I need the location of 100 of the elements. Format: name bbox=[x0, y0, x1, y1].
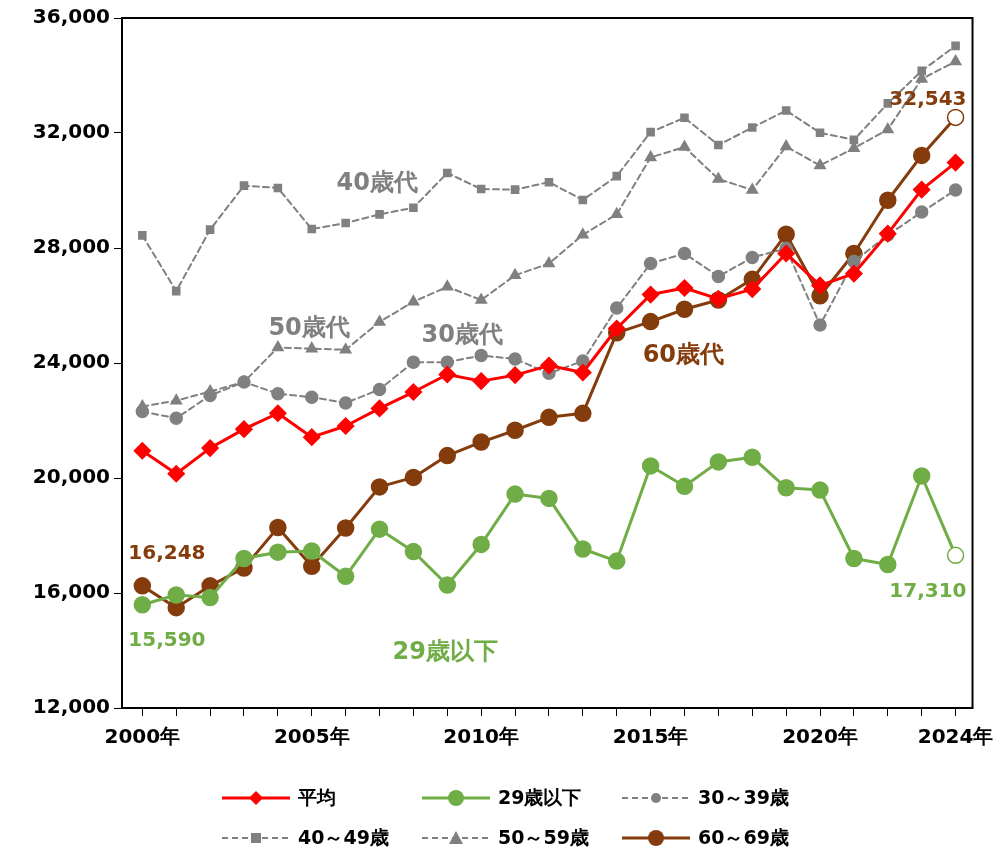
point bbox=[269, 404, 287, 423]
annotation: 40歳代 bbox=[336, 167, 418, 196]
point bbox=[404, 468, 423, 487]
y-tick-label: 24,000 bbox=[32, 349, 110, 374]
point bbox=[815, 128, 825, 137]
point bbox=[641, 285, 660, 304]
point bbox=[946, 153, 965, 172]
point bbox=[607, 552, 626, 570]
point bbox=[917, 66, 926, 76]
point bbox=[438, 576, 457, 594]
point bbox=[441, 280, 454, 291]
point bbox=[574, 540, 592, 558]
point bbox=[879, 224, 897, 243]
annotation: 29歳以下 bbox=[392, 637, 498, 666]
point bbox=[133, 577, 152, 595]
point bbox=[443, 168, 452, 178]
x-tick-label: 2020年 bbox=[782, 724, 858, 749]
point bbox=[912, 467, 931, 485]
point bbox=[912, 180, 931, 199]
point bbox=[747, 123, 757, 132]
point bbox=[336, 519, 355, 537]
point bbox=[474, 348, 488, 363]
point bbox=[273, 183, 283, 193]
x-tick-label: 2024年 bbox=[917, 724, 994, 749]
legend-label: 29歳以下 bbox=[498, 785, 582, 810]
point bbox=[409, 203, 418, 213]
point bbox=[201, 439, 219, 457]
point bbox=[138, 231, 147, 240]
point bbox=[746, 183, 759, 194]
point bbox=[949, 54, 962, 66]
point bbox=[271, 387, 285, 401]
point bbox=[948, 183, 963, 197]
data-label: 17,310 bbox=[889, 577, 967, 602]
point bbox=[914, 205, 929, 219]
point bbox=[814, 158, 826, 170]
point bbox=[641, 312, 660, 331]
point bbox=[235, 549, 253, 568]
point bbox=[646, 127, 655, 137]
point bbox=[675, 279, 694, 297]
point bbox=[743, 448, 762, 467]
point bbox=[881, 122, 894, 134]
point bbox=[777, 479, 795, 497]
point bbox=[305, 390, 319, 404]
point bbox=[169, 411, 183, 425]
point bbox=[375, 210, 384, 219]
point bbox=[745, 250, 760, 265]
y-tick-label: 28,000 bbox=[32, 234, 110, 259]
point bbox=[845, 549, 863, 568]
point bbox=[540, 356, 558, 375]
point bbox=[205, 225, 215, 234]
point bbox=[576, 228, 589, 239]
point bbox=[475, 293, 488, 304]
point bbox=[811, 481, 829, 499]
point bbox=[951, 41, 960, 51]
point bbox=[675, 477, 694, 496]
point bbox=[680, 113, 689, 123]
point bbox=[438, 365, 457, 384]
point bbox=[609, 301, 624, 315]
point bbox=[269, 518, 287, 537]
point bbox=[712, 172, 725, 183]
point bbox=[607, 319, 626, 338]
point bbox=[946, 546, 965, 565]
point bbox=[303, 428, 321, 446]
point bbox=[235, 420, 253, 438]
point bbox=[170, 393, 183, 405]
data-label: 16,248 bbox=[128, 540, 206, 565]
point bbox=[509, 268, 522, 280]
point bbox=[709, 453, 728, 471]
point bbox=[133, 441, 152, 460]
x-tick-label: 2000年 bbox=[104, 724, 181, 749]
point bbox=[239, 181, 249, 190]
point bbox=[338, 396, 353, 410]
point bbox=[472, 433, 490, 451]
point bbox=[612, 171, 622, 181]
point bbox=[813, 318, 827, 332]
point bbox=[780, 139, 793, 151]
point bbox=[336, 567, 355, 586]
point bbox=[578, 195, 588, 205]
point bbox=[777, 225, 795, 243]
point bbox=[407, 295, 420, 306]
y-tick-label: 12,000 bbox=[32, 694, 110, 719]
annotation: 60歳代 bbox=[642, 340, 725, 369]
y-tick-label: 20,000 bbox=[32, 464, 110, 489]
point bbox=[373, 315, 386, 326]
point bbox=[879, 191, 897, 210]
y-tick-label: 32,000 bbox=[32, 119, 110, 144]
point bbox=[574, 404, 592, 423]
data-label: 32,543 bbox=[889, 85, 967, 110]
point bbox=[845, 264, 863, 283]
point bbox=[506, 366, 524, 384]
point bbox=[641, 457, 660, 475]
point bbox=[171, 286, 181, 296]
point bbox=[440, 355, 455, 369]
point bbox=[714, 140, 723, 150]
point bbox=[610, 207, 623, 219]
point bbox=[370, 478, 389, 496]
point bbox=[510, 185, 520, 194]
point bbox=[303, 557, 321, 576]
point bbox=[540, 489, 558, 508]
point bbox=[372, 382, 387, 397]
